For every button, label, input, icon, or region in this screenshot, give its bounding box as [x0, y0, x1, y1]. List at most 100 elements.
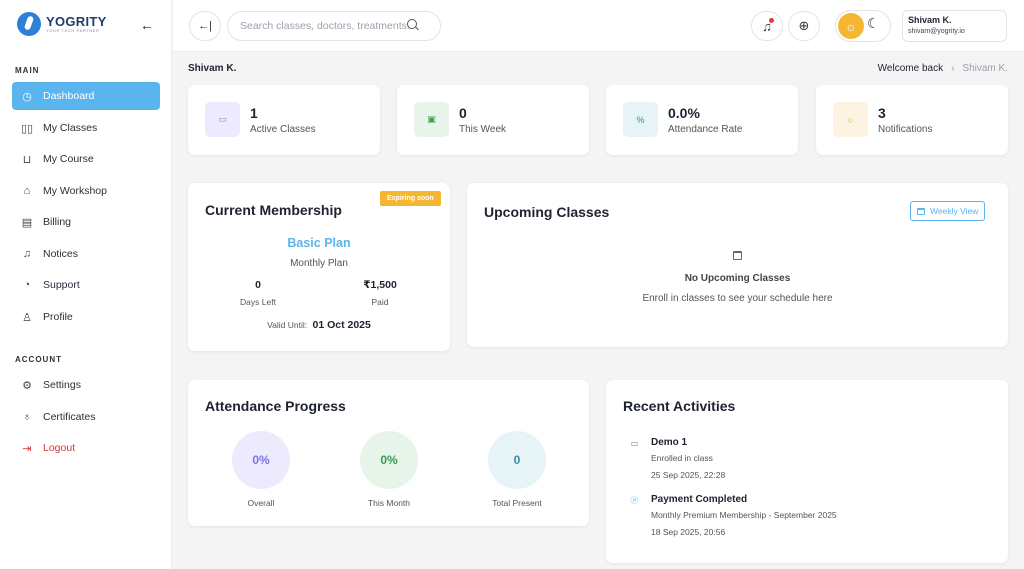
activity-desc: Enrolled in class — [651, 453, 713, 463]
stat-card-this-week: ▣ 0 This Week — [397, 85, 589, 155]
user-menu[interactable]: Shivam K. shivam@yogrity.io — [902, 10, 1007, 42]
sidebar-item-label: Settings — [43, 379, 81, 391]
weekly-view-label: Weekly View — [930, 206, 978, 216]
arrow-left-icon[interactable]: ← — [140, 17, 154, 33]
sidebar-item-label: Logout — [43, 442, 75, 454]
empty-state-title: No Upcoming Classes — [467, 273, 1008, 284]
attendance-title: Attendance Progress — [205, 398, 346, 414]
book-icon: ▭ — [630, 439, 639, 448]
book-icon: ▭ — [205, 102, 240, 137]
stat-card-attendance-rate: % 0.0% Attendance Rate — [606, 85, 798, 155]
moon-icon[interactable]: ☾ — [867, 15, 880, 32]
sidebar-item-my-course[interactable]: ⊔ My Course — [12, 145, 160, 173]
logo[interactable]: YOGRITY YOUR TECH PARTNER — [17, 12, 107, 36]
book-open-icon: ▯▯ — [20, 121, 34, 135]
sidebar-item-label: Certificates — [43, 411, 96, 423]
workshop-icon: ⌂ — [20, 184, 34, 198]
collapse-icon: ←| — [198, 20, 212, 32]
sidebar-item-label: My Classes — [43, 122, 97, 134]
ring-value: 0% — [252, 453, 269, 467]
logout-icon: ⇥ — [20, 441, 34, 455]
page-title: Shivam K. — [188, 63, 236, 74]
sidebar-item-label: Notices — [43, 248, 78, 260]
search-icon[interactable] — [407, 19, 417, 29]
sidebar-item-label: Dashboard — [43, 90, 94, 102]
receipt-icon: ▤ — [20, 215, 34, 229]
sidebar-item-notices[interactable]: ♫ Notices — [12, 240, 160, 268]
stat-card-active-classes: ▭ 1 Active Classes — [188, 85, 380, 155]
ring-value: 0% — [380, 453, 397, 467]
activity-title: Payment Completed — [651, 494, 747, 505]
payment-icon: ⓟ — [630, 496, 639, 505]
activity-desc: Monthly Premium Membership - September 2… — [651, 510, 837, 520]
stat-label: Active Classes — [250, 124, 316, 135]
sun-icon[interactable]: ☼ — [838, 13, 864, 39]
add-button[interactable]: ⊕ — [788, 11, 820, 41]
sidebar-item-label: My Course — [43, 153, 94, 165]
sidebar-item-logout[interactable]: ⇥ Logout — [12, 434, 160, 462]
headset-icon: ◔ — [20, 278, 34, 292]
user-icon: ♙ — [20, 310, 34, 324]
sidebar-item-my-classes[interactable]: ▯▯ My Classes — [12, 114, 160, 142]
attendance-progress-card: Attendance Progress 0% Overall 0% This M… — [188, 380, 589, 526]
sidebar-toggle-button[interactable]: ←| — [189, 11, 221, 41]
membership-card: Current Membership Expiring soon Basic P… — [188, 183, 450, 351]
activities-title: Recent Activities — [623, 398, 735, 414]
sidebar-item-settings[interactable]: ⚙ Settings — [12, 371, 160, 399]
top-bar: ←| ♫ ⊕ ☼ ☾ Shivam K. shivam@yogrity.io — [173, 0, 1024, 52]
stat-value: 0.0% — [668, 105, 700, 121]
gear-icon: ⚙ — [20, 378, 34, 392]
days-left: 0 Days Left — [218, 279, 298, 307]
sidebar-item-certificates[interactable]: ♁ Certificates — [12, 403, 160, 431]
ring-label: Overall — [211, 498, 311, 508]
breadcrumb: Welcome back › Shivam K. — [878, 63, 1008, 74]
paid-amount: ₹1,500 Paid — [340, 279, 420, 307]
days-left-value: 0 — [218, 279, 298, 291]
chevron-right-icon: › — [951, 63, 954, 74]
award-icon: ♁ — [20, 410, 34, 424]
weekly-view-button[interactable]: Weekly View — [910, 201, 985, 221]
activity-time: 18 Sep 2025, 20:56 — [651, 527, 725, 537]
brand-name: YOGRITY — [46, 15, 107, 28]
valid-until-date: 01 Oct 2025 — [312, 319, 370, 331]
logo-mark-icon — [17, 12, 41, 36]
cart-icon: ⊔ — [20, 152, 34, 166]
sidebar-item-label: Profile — [43, 311, 73, 323]
stat-label: This Week — [459, 124, 506, 135]
valid-until: Valid Until: 01 Oct 2025 — [188, 319, 450, 331]
sidebar-item-profile[interactable]: ♙ Profile — [12, 303, 160, 331]
plan-name: Basic Plan — [188, 236, 450, 250]
ring-value: 0 — [514, 453, 521, 467]
recent-activities-card: Recent Activities ▭ Demo 1 Enrolled in c… — [606, 380, 1008, 563]
status-badge: Expiring soon — [380, 191, 441, 206]
sidebar-item-billing[interactable]: ▤ Billing — [12, 208, 160, 236]
membership-title: Current Membership — [205, 202, 342, 218]
calendar-icon — [917, 208, 925, 215]
ring-label: Total Present — [467, 498, 567, 508]
bell-icon: ♫ — [20, 247, 34, 261]
activity-time: 25 Sep 2025, 22:28 — [651, 470, 725, 480]
calendar-icon: ▣ — [414, 102, 449, 137]
stat-value: 0 — [459, 105, 467, 121]
plan-period: Monthly Plan — [188, 258, 450, 269]
section-label-account: ACCOUNT — [15, 355, 62, 364]
sidebar-item-my-workshop[interactable]: ⌂ My Workshop — [12, 177, 160, 205]
sidebar-item-support[interactable]: ◔ Support — [12, 271, 160, 299]
upcoming-title: Upcoming Classes — [484, 204, 609, 220]
empty-state-text: Enroll in classes to see your schedule h… — [467, 293, 1008, 304]
month-progress-ring: 0% — [360, 431, 418, 489]
stat-value: 3 — [878, 105, 886, 121]
dashboard-icon: ◷ — [20, 89, 34, 103]
calendar-icon — [733, 251, 742, 260]
sidebar-item-label: My Workshop — [43, 185, 107, 197]
notifications-button[interactable]: ♫ — [751, 11, 783, 41]
notification-dot — [769, 18, 774, 23]
stat-value: 1 — [250, 105, 258, 121]
activity-title: Demo 1 — [651, 437, 687, 448]
valid-until-label: Valid Until: — [267, 320, 307, 330]
breadcrumb-item[interactable]: Welcome back — [878, 63, 943, 74]
days-left-label: Days Left — [218, 297, 298, 307]
ring-label: This Month — [339, 498, 439, 508]
theme-switcher: ☼ ☾ — [835, 10, 891, 42]
sidebar-item-dashboard[interactable]: ◷ Dashboard — [12, 82, 160, 110]
